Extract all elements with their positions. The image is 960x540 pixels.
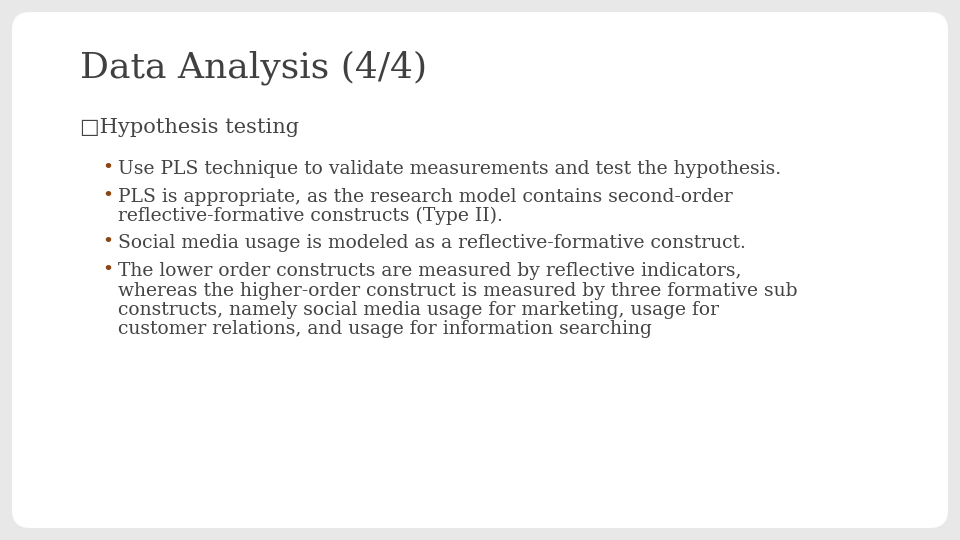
Text: •: •	[102, 233, 113, 252]
Text: □Hypothesis testing: □Hypothesis testing	[80, 118, 299, 137]
Text: Use PLS technique to validate measurements and test the hypothesis.: Use PLS technique to validate measuremen…	[118, 160, 781, 178]
Text: constructs, namely social media usage for marketing, usage for: constructs, namely social media usage fo…	[118, 301, 719, 319]
Text: •: •	[102, 261, 113, 279]
Text: •: •	[102, 186, 113, 205]
FancyBboxPatch shape	[12, 12, 948, 528]
Text: customer relations, and usage for information searching: customer relations, and usage for inform…	[118, 321, 652, 339]
Text: reflective-formative constructs (Type II).: reflective-formative constructs (Type II…	[118, 207, 503, 225]
Text: Social media usage is modeled as a reflective-formative construct.: Social media usage is modeled as a refle…	[118, 234, 746, 253]
Text: The lower order constructs are measured by reflective indicators,: The lower order constructs are measured …	[118, 262, 741, 280]
Text: PLS is appropriate, as the research model contains second-order: PLS is appropriate, as the research mode…	[118, 187, 732, 206]
Text: whereas the higher-order construct is measured by three formative sub: whereas the higher-order construct is me…	[118, 281, 798, 300]
Text: Data Analysis (4/4): Data Analysis (4/4)	[80, 50, 427, 85]
Text: •: •	[102, 159, 113, 177]
